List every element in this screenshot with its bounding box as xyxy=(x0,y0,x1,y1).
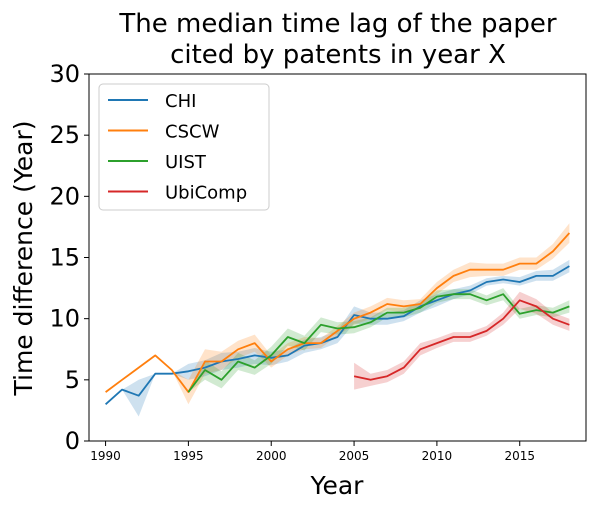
y-tick-label: 20 xyxy=(49,182,80,210)
chart-title-line-1: The median time lag of the paper xyxy=(118,9,556,39)
ci-band-uist xyxy=(188,288,570,393)
series-line-cscw xyxy=(105,232,571,394)
chart-title-line-2: cited by patents in year X xyxy=(170,40,506,70)
series-line-ubicomp xyxy=(353,299,570,381)
y-axis-label: Time difference (Year) xyxy=(9,120,38,396)
y-tick-label: 25 xyxy=(49,121,80,149)
x-tick-label: 1995 xyxy=(173,449,204,463)
x-tick-label: 2015 xyxy=(504,449,535,463)
x-axis-label: Year xyxy=(310,471,365,500)
y-tick-label: 15 xyxy=(49,244,80,272)
ci-band-cscw xyxy=(105,223,570,405)
y-tick-label: 0 xyxy=(65,427,80,455)
series-line-chi xyxy=(105,265,570,405)
legend-label-uist: UIST xyxy=(165,152,207,173)
legend-label-chi: CHI xyxy=(165,91,196,112)
legend: CHI CSCW UIST UbiComp xyxy=(98,83,270,211)
y-tick-label: 5 xyxy=(65,366,80,394)
y-tick-label: 30 xyxy=(49,60,80,88)
ci-band-chi xyxy=(105,259,570,417)
confidence-bands xyxy=(105,223,570,417)
x-tick-label: 2010 xyxy=(422,449,453,463)
legend-label-ubicomp: UbiComp xyxy=(165,183,247,204)
y-tick-label: 10 xyxy=(49,305,80,333)
x-tick-label: 2005 xyxy=(339,449,370,463)
series-line-uist xyxy=(187,293,570,393)
legend-label-cscw: CSCW xyxy=(165,122,220,143)
x-tick-label: 1990 xyxy=(90,449,121,463)
y-axis-ticks: 0 5 10 15 20 25 30 xyxy=(49,60,89,455)
legend-frame xyxy=(98,83,270,211)
x-tick-label: 2000 xyxy=(256,449,287,463)
ci-band-ubicomp xyxy=(354,291,570,390)
series-lines xyxy=(105,232,571,405)
x-axis-ticks: 1990 1995 2000 2005 2010 2015 xyxy=(90,441,535,463)
